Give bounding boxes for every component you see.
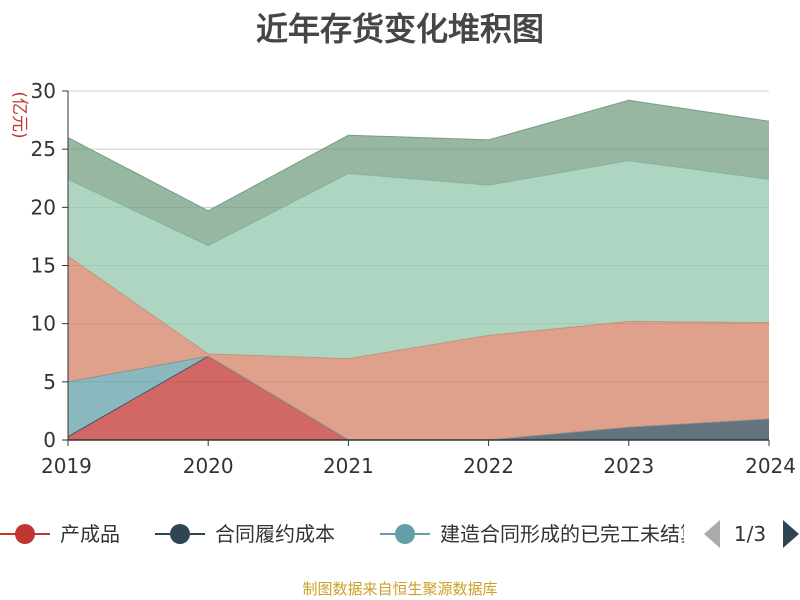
x-tick-label: 2023 bbox=[603, 454, 654, 478]
y-tick-label: 10 bbox=[31, 312, 56, 336]
x-tick-label: 2019 bbox=[41, 454, 92, 478]
legend-label: 产成品 bbox=[60, 522, 120, 546]
legend: 产成品 合同履约成本 建造合同形成的已完工未结算资产 1/3 bbox=[0, 520, 799, 548]
stacked-areas bbox=[67, 99, 770, 441]
area-series-3 bbox=[68, 256, 769, 440]
data-source-note: 制图数据来自恒生聚源数据库 bbox=[302, 580, 498, 598]
y-tick-label: 5 bbox=[43, 370, 56, 394]
legend-page-indicator: 1/3 bbox=[734, 522, 766, 546]
y-tick-label: 25 bbox=[31, 137, 56, 161]
x-tick-label: 2024 bbox=[745, 454, 796, 478]
chart-title: 近年存货变化堆积图 bbox=[255, 10, 544, 48]
y-tick-label: 15 bbox=[31, 254, 56, 278]
line-series-5 bbox=[67, 99, 770, 212]
area-series-0 bbox=[68, 356, 769, 440]
legend-item-2[interactable]: 建造合同形成的已完工未结算资产 bbox=[380, 522, 740, 546]
area-series-5 bbox=[68, 100, 769, 246]
y-tick-label: 30 bbox=[31, 79, 56, 103]
legend-prev-page-button[interactable] bbox=[704, 520, 720, 548]
legend-label: 合同履约成本 bbox=[215, 522, 335, 546]
area-series-4 bbox=[68, 160, 769, 359]
legend-label: 建造合同形成的已完工未结算资产 bbox=[440, 522, 740, 546]
legend-item-1[interactable]: 合同履约成本 bbox=[155, 522, 335, 546]
x-tick-label: 2022 bbox=[463, 454, 514, 478]
legend-next-page-button[interactable] bbox=[783, 520, 799, 548]
triangle-right-icon bbox=[783, 520, 799, 548]
x-tick-label: 2021 bbox=[323, 454, 374, 478]
triangle-left-icon bbox=[704, 520, 720, 548]
y-axis-label: (亿元) bbox=[9, 91, 29, 138]
legend-circle-marker bbox=[395, 524, 415, 544]
legend-circle-marker bbox=[15, 524, 35, 544]
y-tick-label: 20 bbox=[31, 195, 56, 219]
tick-labels: 0 5 10 15 20 25 30 2019 2020 2021 2022 2023 2024 bbox=[31, 79, 796, 478]
y-tick-label: 0 bbox=[43, 428, 56, 452]
legend-circle-marker bbox=[170, 524, 190, 544]
legend-item-0[interactable]: 产成品 bbox=[0, 522, 120, 546]
area-series-1 bbox=[68, 356, 769, 440]
x-tick-label: 2020 bbox=[183, 454, 234, 478]
